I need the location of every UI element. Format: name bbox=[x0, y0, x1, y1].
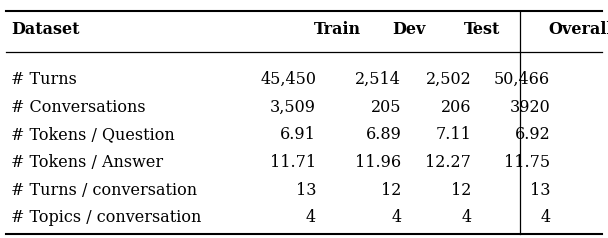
Text: 50,466: 50,466 bbox=[494, 71, 550, 88]
Text: 11.71: 11.71 bbox=[270, 154, 316, 171]
Text: 11.75: 11.75 bbox=[504, 154, 550, 171]
Text: 4: 4 bbox=[306, 209, 316, 226]
Text: # Tokens / Question: # Tokens / Question bbox=[11, 126, 174, 144]
Text: 205: 205 bbox=[371, 99, 401, 116]
Text: 11.96: 11.96 bbox=[355, 154, 401, 171]
Text: 2,514: 2,514 bbox=[356, 71, 401, 88]
Text: # Topics / conversation: # Topics / conversation bbox=[11, 209, 201, 226]
Text: 6.91: 6.91 bbox=[280, 126, 316, 144]
Text: 45,450: 45,450 bbox=[260, 71, 316, 88]
Text: 13: 13 bbox=[295, 182, 316, 199]
Text: # Conversations: # Conversations bbox=[11, 99, 145, 116]
Text: 12: 12 bbox=[451, 182, 471, 199]
Text: Test: Test bbox=[464, 21, 500, 38]
Text: 13: 13 bbox=[530, 182, 550, 199]
Text: 6.92: 6.92 bbox=[514, 126, 550, 144]
Text: Dataset: Dataset bbox=[11, 21, 80, 38]
Text: 4: 4 bbox=[391, 209, 401, 226]
Text: # Turns: # Turns bbox=[11, 71, 77, 88]
Text: 4: 4 bbox=[461, 209, 471, 226]
Text: 3920: 3920 bbox=[510, 99, 550, 116]
Text: Overall: Overall bbox=[548, 21, 608, 38]
Text: 206: 206 bbox=[441, 99, 471, 116]
Text: 12: 12 bbox=[381, 182, 401, 199]
Text: # Turns / conversation: # Turns / conversation bbox=[11, 182, 197, 199]
Text: 12.27: 12.27 bbox=[426, 154, 471, 171]
Text: Dev: Dev bbox=[392, 21, 425, 38]
Text: 4: 4 bbox=[540, 209, 550, 226]
Text: 2,502: 2,502 bbox=[426, 71, 471, 88]
Text: Train: Train bbox=[314, 21, 361, 38]
Text: # Tokens / Answer: # Tokens / Answer bbox=[11, 154, 163, 171]
Text: 7.11: 7.11 bbox=[435, 126, 471, 144]
Text: 3,509: 3,509 bbox=[270, 99, 316, 116]
Text: 6.89: 6.89 bbox=[365, 126, 401, 144]
